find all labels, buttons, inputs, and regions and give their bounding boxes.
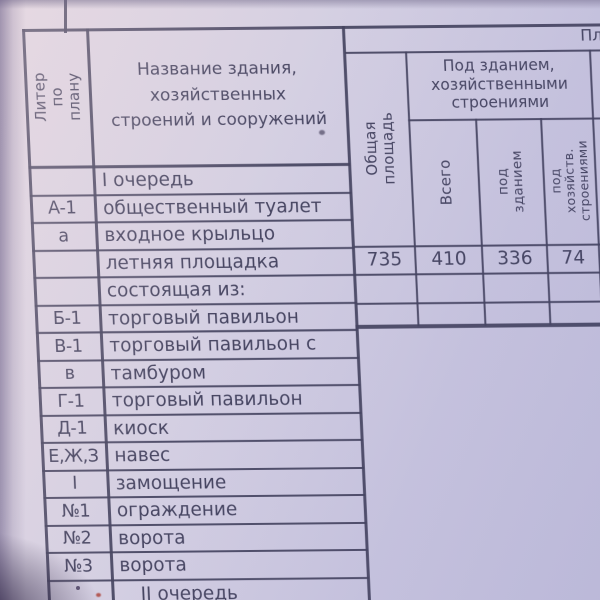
cell-under-building-value: 336 (496, 248, 534, 270)
row-liter: №2 (62, 528, 92, 550)
row-name: летняя площадка (105, 251, 280, 275)
table-row: в тамбуром (37, 358, 361, 389)
row-name: ворота (118, 554, 188, 577)
column-header-under-building: под зданием (477, 118, 546, 245)
row-liter (47, 581, 112, 600)
row-name: торговый павильон (111, 388, 304, 412)
row-liter: Г-1 (56, 391, 85, 412)
row-liter: А-1 (47, 198, 77, 220)
row-name: торговый павильон с (108, 333, 317, 357)
row-name: навес (113, 445, 171, 467)
row-liter: Б-1 (52, 308, 82, 330)
table-row: Д-1 киоск (39, 413, 363, 444)
table-row: летняя площадка (32, 248, 356, 279)
row-liter: а (57, 226, 70, 247)
cell-under-total-value: 410 (430, 248, 468, 271)
column-header-liter: Литер по плану (22, 28, 92, 166)
row-liter: В-1 (53, 336, 83, 357)
cell-total-area-value: 735 (366, 249, 403, 271)
table-row: состоящая из: (33, 275, 357, 307)
table-row: Е,Ж,З навес (40, 440, 364, 472)
row-name: тамбуром (110, 362, 207, 385)
column-header-under-outbuildings-label: под хозяйств. строениями (547, 140, 593, 222)
row-name: ограждение (116, 499, 238, 522)
column-header-under-group: Под зданием, хозяйственными строениями (407, 50, 592, 120)
table-row: №3 ворота (45, 550, 369, 582)
row-liter (33, 278, 98, 304)
column-header-under-building-label: под зданием (494, 150, 528, 213)
row-name: состоящая из: (106, 279, 247, 302)
table-row: а входное крыльцо (30, 220, 354, 252)
row-liter (32, 251, 97, 277)
row-liter (28, 168, 93, 194)
row-name: торговый павильон (107, 306, 300, 330)
row-name: ворота (117, 527, 186, 550)
column-header-under-total-label: Всего (435, 158, 456, 205)
row-name: киоск (112, 417, 170, 440)
row-liter: I (71, 473, 78, 494)
row-name: I очередь (101, 169, 195, 192)
table-row: А-1 общественный туалет (29, 193, 353, 224)
cell-under-outbuildings-value: 74 (561, 247, 586, 269)
column-header-under-group-label: Под зданием, хозяйственными строениями (430, 55, 569, 113)
row-name: входное крыльцо (103, 223, 276, 247)
table-row: I замощение (42, 468, 366, 499)
row-liter: в (64, 363, 76, 384)
right-section-bottom-border (355, 321, 600, 329)
row-name: общественный туалет (102, 195, 323, 220)
row-name: II очередь (140, 582, 239, 600)
row-liter: Е,Ж,З (47, 446, 99, 467)
table-row: Г-1 торговый павильон (38, 385, 362, 417)
column-header-total-area-label: Общая площадь (360, 112, 399, 185)
column-header-under-total: Всего (410, 119, 481, 246)
red-mark (96, 593, 101, 597)
row-liter: №1 (61, 501, 91, 522)
header-band-pl-label: Пл (579, 25, 600, 45)
column-header-total-area: Общая площадь (345, 51, 414, 246)
column-header-liter-label: Литер по плану (29, 72, 84, 123)
table-rows: I очередь А-1 общественный туалет а вход… (28, 165, 370, 600)
table-row: Б-1 торговый павильон (34, 303, 358, 334)
column-header-under-outbuildings: под хозяйств. строениями (542, 118, 598, 244)
column-header-name-label: Название здания, хозяйственных строений … (110, 58, 328, 132)
empty-row-line (356, 299, 600, 305)
row-name: замощение (115, 471, 227, 495)
table-row: I очередь (28, 165, 352, 197)
paper-speck (76, 586, 80, 590)
table-row: №1 ограждение (43, 495, 367, 527)
table-row: II очередь (47, 578, 370, 600)
table-row: В-1 торговый павильон с (35, 330, 359, 362)
header-band-pl: Пл (344, 23, 600, 52)
registry-table: Литер по плану Название здания, хозяйств… (22, 22, 600, 600)
row-liter: №3 (63, 556, 94, 577)
column-header-name: Название здания, хозяйственных строений … (88, 26, 348, 165)
row-liter: Д-1 (56, 418, 88, 440)
paper-speck (319, 130, 325, 135)
table-row: №2 ворота (44, 523, 368, 554)
